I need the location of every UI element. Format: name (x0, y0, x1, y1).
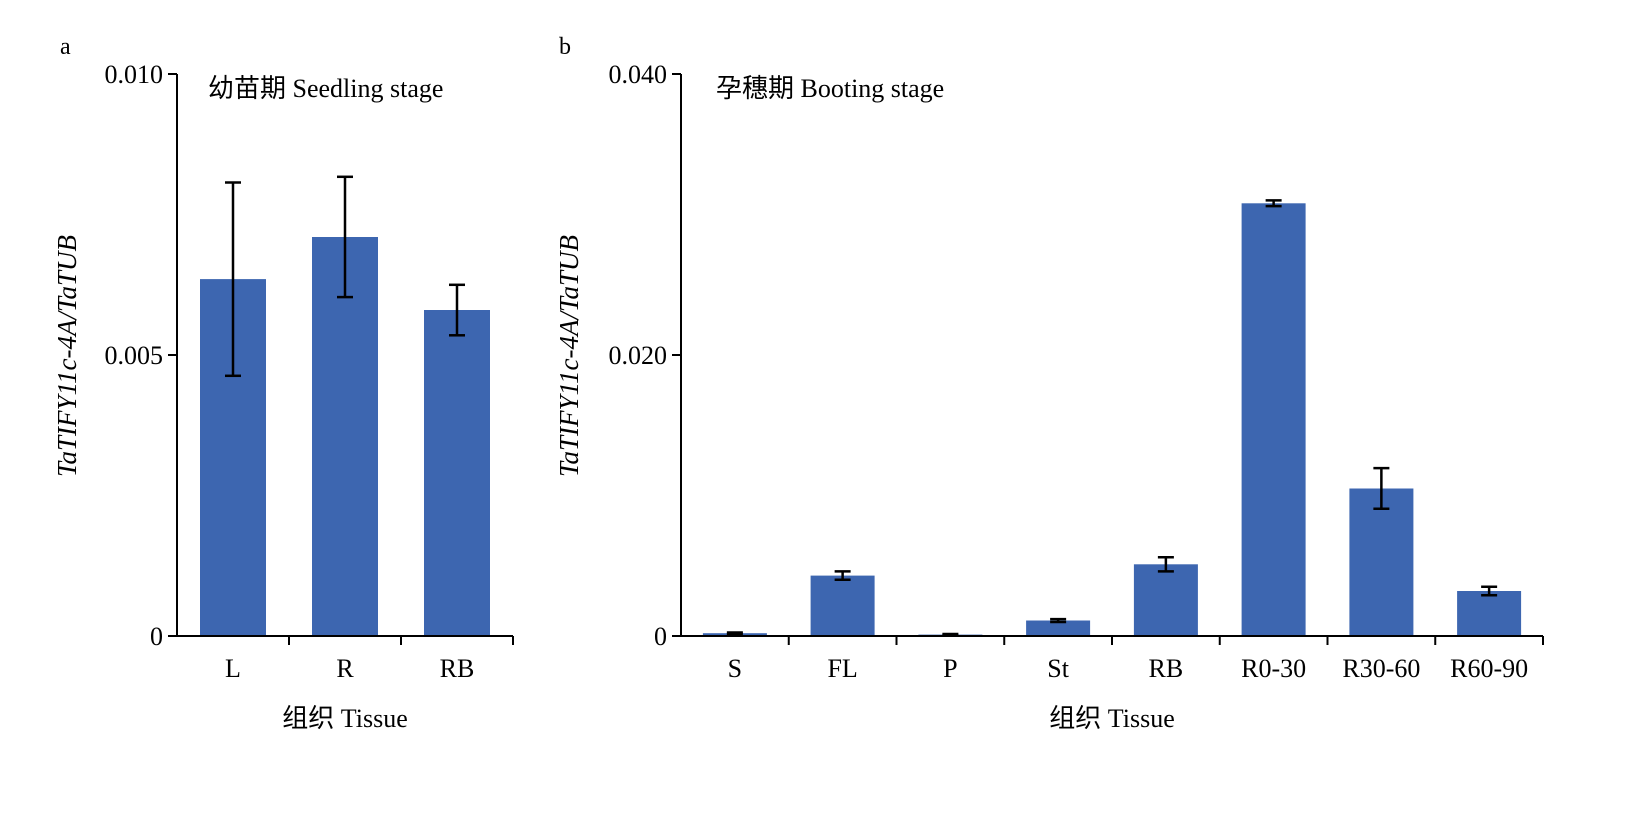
panel-b-bar-fl (810, 575, 875, 636)
panel-b-xtick-label-s: S (728, 654, 742, 683)
panel-b-bar-r60-90 (1457, 591, 1522, 636)
panel-a-error-bar-rb (449, 283, 465, 337)
panel-a: a 幼苗期 Seedling stage 组织 Tissue TaTIFY11c… (52, 34, 514, 733)
panel-b-plot: 0 0.020 0.040 S FL P St RB R0-30 R30-60 R60-90 (609, 60, 1544, 683)
panel-b-letter: b (559, 34, 571, 60)
panel-b-xtick-label-rb: RB (1149, 654, 1184, 683)
panel-b-ytick-label: 0.020 (609, 341, 668, 370)
panel-b-ylabel: TaTIFY11c-4A/TaTUB (554, 235, 584, 477)
panel-b-ytick-label: 0 (654, 622, 667, 651)
panel-b-error-bar-st (1050, 617, 1067, 624)
panel-b-xtick-label-r0-30: R0-30 (1241, 654, 1306, 683)
panel-b-error-bar-s (726, 631, 743, 636)
panel-a-xtick-label-rb: RB (440, 654, 475, 683)
panel-b-error-bar-r30-60 (1373, 466, 1390, 511)
panel-a-bar-r (312, 237, 378, 636)
panel-b-xlabel: 组织 Tissue (1049, 704, 1174, 733)
panel-a-xtick-label-r: R (336, 654, 354, 683)
panel-b-bar-st (1026, 620, 1091, 636)
panel-b-ytick-label: 0.040 (609, 60, 668, 89)
panel-b-title: 孕穗期 Booting stage (716, 74, 944, 103)
panel-b-xtick-label-st: St (1047, 654, 1069, 683)
panel-b: b 孕穗期 Booting stage 组织 Tissue TaTIFY11c-… (554, 34, 1544, 733)
panel-a-plot: 0 0.005 0.010 L R RB (105, 60, 514, 683)
panel-b-error-bar-r60-90 (1481, 585, 1498, 597)
panel-a-error-bar-l (225, 181, 241, 378)
panel-a-ylabel: TaTIFY11c-4A/TaTUB (52, 235, 82, 477)
panel-b-bar-r0-30 (1241, 203, 1306, 637)
panel-b-xtick-label-fl: FL (827, 654, 857, 683)
panel-a-ytick-label: 0.005 (105, 341, 164, 370)
panel-a-ytick-label: 0 (150, 622, 163, 651)
panel-a-letter: a (60, 34, 71, 60)
panel-b-error-bar-fl (834, 570, 851, 582)
panel-a-title: 幼苗期 Seedling stage (208, 74, 443, 103)
panel-b-bar-rb (1133, 564, 1198, 636)
panel-a-xtick-label-l: L (225, 654, 241, 683)
panel-b-error-bar-r0-30 (1265, 199, 1282, 208)
panel-b-bar-r30-60 (1349, 488, 1414, 636)
panel-a-bar-rb (424, 310, 490, 636)
panel-a-ytick-label: 0.010 (105, 60, 164, 89)
panel-b-xtick-label-p: P (943, 654, 957, 683)
panel-a-error-bar-r (337, 175, 353, 299)
panel-b-error-bar-rb (1157, 556, 1174, 573)
panel-b-xtick-label-r60-90: R60-90 (1450, 654, 1528, 683)
panel-b-xtick-label-r30-60: R30-60 (1342, 654, 1420, 683)
panel-a-xlabel: 组织 Tissue (282, 704, 407, 733)
